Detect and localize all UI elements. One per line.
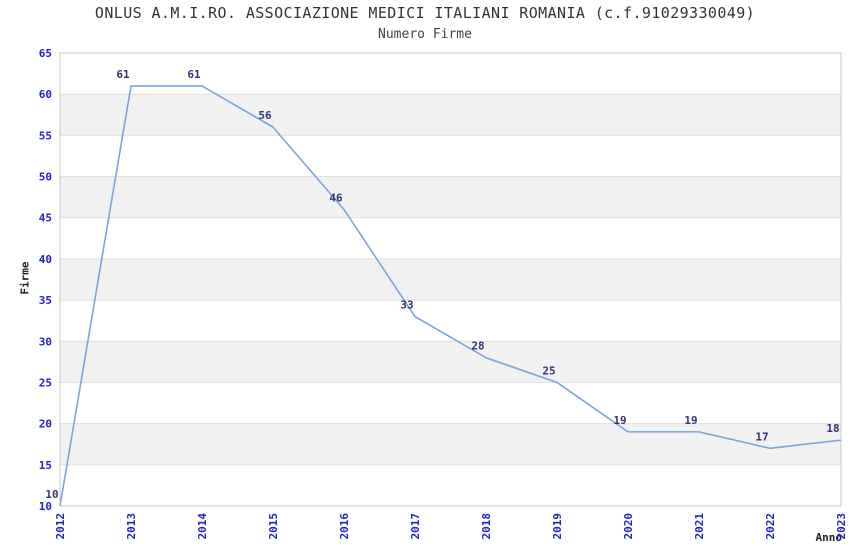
grid-band [60,176,841,218]
chart-subtitle: Numero Firme [378,27,472,42]
x-tick-label: 2016 [338,513,351,540]
x-tick-label: 2022 [764,513,777,540]
x-tick-label: 2023 [835,513,848,540]
y-tick-label: 25 [39,376,52,389]
data-point-label: 46 [329,191,343,204]
grid-band [60,258,841,301]
y-tick-label: 65 [39,47,52,60]
data-point-label: 25 [542,364,555,377]
y-tick-label: 10 [39,500,52,513]
plot-border [59,52,842,507]
x-tick-label: 2018 [480,513,493,540]
y-tick-label: 20 [39,418,52,431]
data-point-label: 10 [45,488,58,501]
data-point-label: 17 [755,430,768,443]
data-line [59,85,842,507]
data-point-label: 61 [187,68,201,81]
data-point-label: 33 [400,299,413,312]
data-point-label: 19 [613,414,626,427]
x-tick-label: 2021 [693,513,706,540]
data-point-label: 28 [471,340,484,353]
x-tick-label: 2013 [125,513,138,540]
data-point-label: 18 [826,422,839,435]
x-tick-label: 2020 [622,513,635,540]
y-tick-label: 55 [39,129,52,142]
x-tick-label: 2014 [196,513,209,540]
x-tick-label: 2017 [409,513,422,540]
y-tick-label: 45 [39,212,52,225]
grid-band [60,341,841,383]
chart-title: ONLUS A.M.I.RO. ASSOCIAZIONE MEDICI ITAL… [94,4,756,22]
data-point-label: 56 [258,109,272,122]
y-tick-label: 50 [39,171,52,184]
y-tick-label: 60 [39,88,52,101]
x-axis-title: Anno [815,531,843,544]
x-tick-label: 2019 [551,513,564,540]
y-tick-label: 30 [39,335,52,348]
grid-band [60,423,841,465]
grid-band [60,94,841,136]
y-tick-label: 40 [39,253,52,266]
y-tick-label: 15 [39,459,52,472]
x-tick-label: 2012 [54,513,67,540]
y-tick-label: 35 [39,294,52,307]
data-point-label: 61 [116,68,130,81]
data-point-label: 19 [684,414,697,427]
x-tick-label: 2015 [267,513,280,540]
